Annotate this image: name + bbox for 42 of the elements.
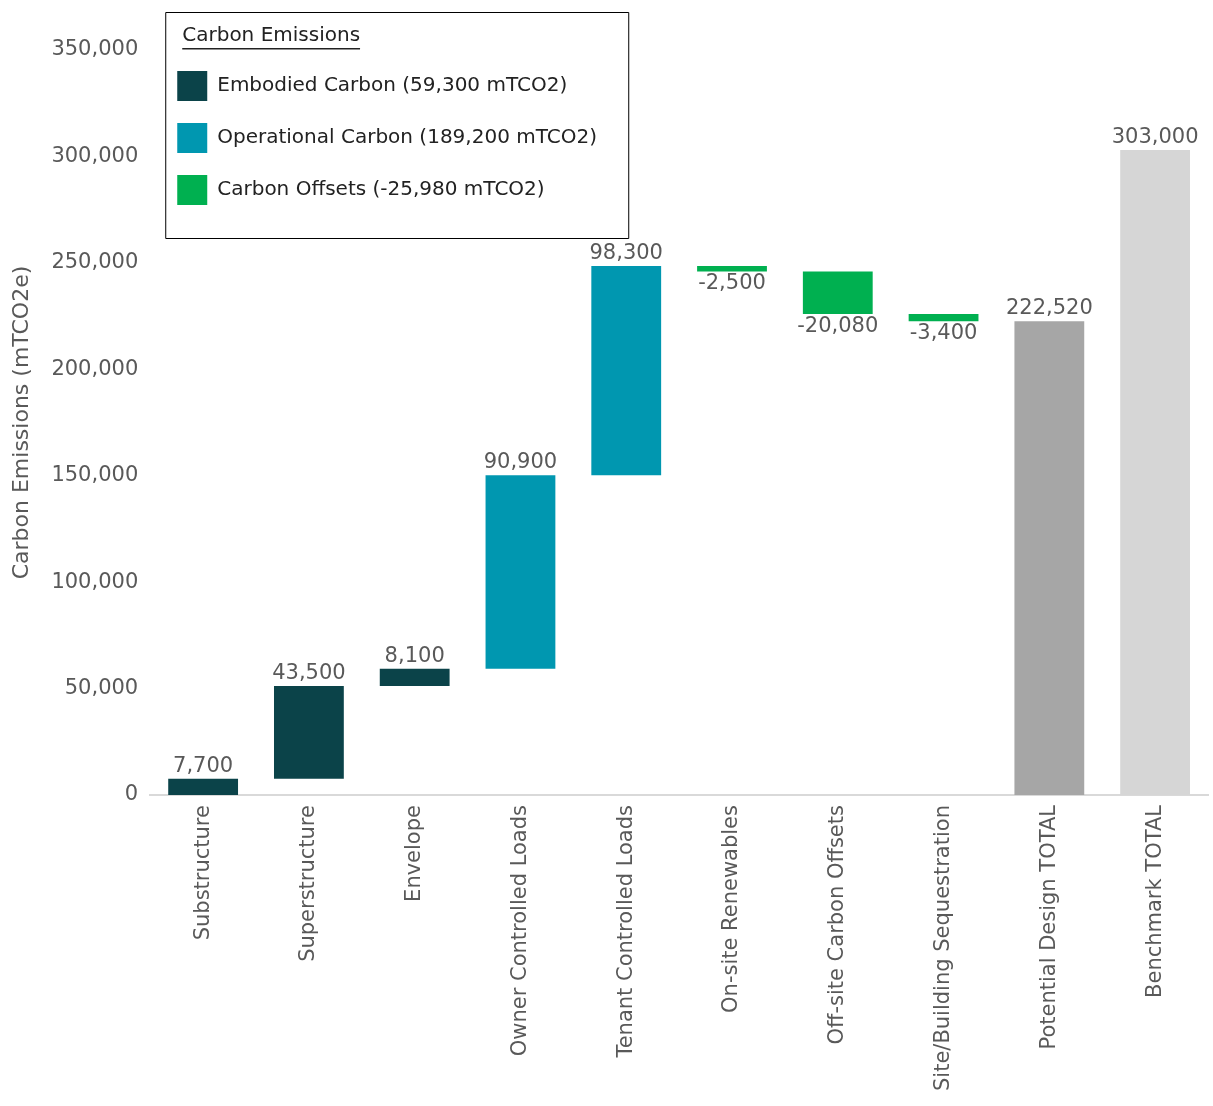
data-label: -20,080: [797, 313, 879, 338]
legend-label: Embodied Carbon (59,300 mTCO2): [217, 72, 568, 97]
data-label: -2,500: [698, 270, 766, 295]
x-tick-label: Site/Building Sequestration: [930, 805, 955, 1092]
data-label: 43,500: [272, 659, 346, 684]
legend-label: Carbon Offsets (-25,980 mTCO2): [217, 176, 545, 201]
x-tick-label: Superstructure: [295, 805, 320, 962]
bar: [168, 778, 239, 796]
bar: [1014, 321, 1085, 796]
bar: [274, 686, 344, 779]
y-tick-label: 0: [124, 781, 139, 806]
y-axis-title: Carbon Emissions (mTCO2e): [7, 265, 33, 580]
x-tick-label: Envelope: [401, 805, 426, 902]
y-tick-label: 50,000: [64, 675, 139, 700]
data-label: 90,900: [483, 449, 558, 474]
y-tick-label: 300,000: [51, 142, 139, 167]
data-label: -3,400: [909, 320, 978, 345]
data-label: 222,520: [1005, 295, 1093, 320]
bar: [697, 266, 767, 272]
y-tick-label: 250,000: [51, 249, 139, 274]
x-tick-label: Potential Design TOTAL: [1035, 804, 1060, 1050]
y-tick-label: 100,000: [51, 568, 139, 593]
bar: [379, 668, 450, 687]
x-tick-label: Owner Controlled Loads: [506, 805, 531, 1057]
y-tick-label: 350,000: [51, 36, 139, 61]
x-tick-label: Tenant Controlled Loads: [612, 805, 637, 1059]
data-label: 7,700: [173, 752, 234, 777]
data-label: 8,100: [384, 642, 445, 667]
data-label: 303,000: [1111, 124, 1199, 148]
x-tick-label: Off-site Carbon Offsets: [824, 805, 849, 1045]
bar: [908, 314, 979, 322]
x-tick-label: On-site Renewables: [718, 805, 743, 1013]
x-tick-label: Substructure: [189, 805, 214, 941]
legend-title: Carbon Emissions: [182, 22, 361, 47]
x-tick-label: Benchmark TOTAL: [1141, 804, 1166, 998]
data-label: 98,300: [589, 240, 663, 265]
bar: [485, 475, 556, 669]
legend-label: Operational Carbon (189,200 mTCO2): [217, 124, 597, 149]
bar: [802, 271, 873, 315]
y-tick-label: 150,000: [51, 462, 139, 487]
bar: [591, 266, 662, 476]
y-tick-label: 200,000: [51, 355, 139, 380]
